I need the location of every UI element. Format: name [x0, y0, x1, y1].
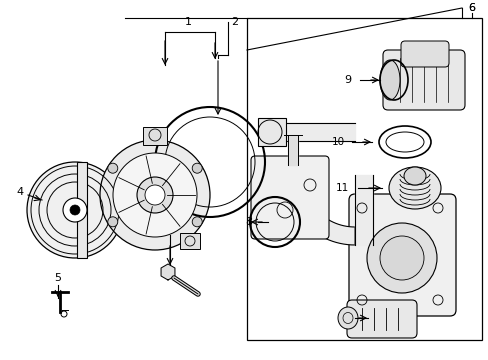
Circle shape	[27, 162, 123, 258]
Bar	[180, 233, 200, 249]
Circle shape	[70, 205, 80, 215]
Text: 1: 1	[184, 17, 191, 27]
Circle shape	[145, 185, 164, 205]
Polygon shape	[285, 175, 354, 245]
Circle shape	[366, 223, 436, 293]
Ellipse shape	[388, 167, 440, 209]
Circle shape	[107, 217, 118, 227]
Ellipse shape	[337, 307, 357, 329]
Bar	[142, 127, 167, 145]
Text: 3: 3	[166, 223, 173, 233]
Circle shape	[379, 236, 423, 280]
Circle shape	[100, 140, 209, 250]
Bar	[258, 118, 285, 146]
Text: 6: 6	[468, 3, 474, 13]
Polygon shape	[354, 175, 372, 245]
Text: 4: 4	[17, 187, 23, 197]
Text: 10: 10	[331, 137, 344, 147]
FancyBboxPatch shape	[382, 50, 464, 110]
Text: 6: 6	[468, 3, 474, 13]
Circle shape	[137, 177, 173, 213]
Circle shape	[113, 153, 197, 237]
Text: 11: 11	[335, 183, 348, 193]
Bar	[77, 162, 87, 258]
FancyBboxPatch shape	[400, 41, 448, 67]
Ellipse shape	[403, 167, 425, 185]
Polygon shape	[287, 135, 297, 165]
FancyBboxPatch shape	[346, 300, 416, 338]
Text: 7: 7	[338, 313, 345, 323]
FancyBboxPatch shape	[348, 194, 455, 316]
Polygon shape	[161, 264, 175, 280]
Polygon shape	[285, 123, 354, 141]
FancyBboxPatch shape	[250, 156, 328, 239]
Text: 2: 2	[231, 17, 238, 27]
Bar	[246, 18, 481, 340]
Text: 5: 5	[54, 273, 61, 283]
Circle shape	[63, 198, 87, 222]
Text: 8: 8	[244, 217, 251, 227]
Circle shape	[192, 163, 202, 173]
Bar	[377, 305, 399, 321]
Ellipse shape	[379, 60, 399, 100]
Circle shape	[107, 163, 118, 173]
Circle shape	[192, 217, 202, 227]
Text: 9: 9	[344, 75, 351, 85]
